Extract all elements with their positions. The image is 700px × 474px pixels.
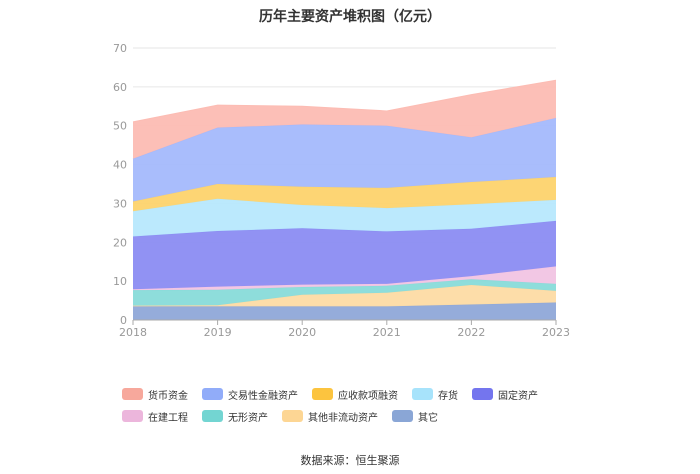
y-tick-label: 10 [113,275,127,288]
legend-swatch [202,410,223,422]
area-series-line [132,79,557,123]
axis-layer: 0 10 20 30 40 50 60 70 2018 2019 2020 2021 2022 2023 [113,42,570,339]
legend-item[interactable]: 无形资产 [202,410,268,424]
area-series [133,198,556,237]
legend-item[interactable]: 交易性金融资产 [202,388,298,402]
legend-label: 应收款项融资 [338,390,398,402]
legend-label: 交易性金融资产 [228,390,298,402]
x-tick-label: 2022 [457,326,485,339]
legend-item[interactable]: 其他非流动资产 [282,410,378,424]
x-tick-label: 2019 [204,326,232,339]
legend-label: 无形资产 [228,412,268,424]
legend-label: 其它 [418,412,438,424]
x-tick-label: 2018 [119,326,147,339]
y-tick-label: 70 [113,42,127,55]
y-tick-label: 20 [113,236,127,249]
area-series [133,266,556,291]
area-series [133,285,556,307]
legend-swatch [392,410,413,422]
area-series [133,220,556,290]
legend-item[interactable]: 固定资产 [472,388,538,402]
legend-item[interactable]: 其它 [392,410,438,424]
y-tick-label: 40 [113,159,127,172]
y-tick-label: 60 [113,81,127,94]
legend-label: 在建工程 [148,412,188,424]
legend-label: 其他非流动资产 [308,412,378,424]
x-tick-label: 2021 [373,326,401,339]
legend-label: 存货 [438,390,458,402]
x-tick-label: 2023 [542,326,570,339]
chart-title: 历年主要资产堆积图（亿元） [259,9,441,25]
legend: 货币资金 交易性金融资产 应收款项融资 存货 固定资产在建工程 无形资产 其他非流动资产 其它 [122,388,602,424]
legend-swatch [312,388,333,400]
source-note: 数据来源：恒生聚源 [300,454,400,467]
area-series [133,117,556,202]
legend-label: 货币资金 [148,390,188,402]
legend-item[interactable]: 在建工程 [122,410,188,424]
legend-item[interactable]: 应收款项融资 [312,388,398,402]
legend-swatch [472,388,493,400]
area-layer [132,79,557,320]
area-series [133,80,556,159]
x-tick-label: 2020 [288,326,316,339]
y-tick-label: 50 [113,120,127,133]
legend-swatch [202,388,223,400]
legend-swatch [122,410,143,422]
legend-label: 固定资产 [498,390,538,402]
y-tick-label: 30 [113,197,127,210]
legend-item[interactable]: 存货 [412,388,458,402]
area-series [133,177,556,212]
y-tick-label: 0 [120,314,127,327]
legend-item[interactable]: 货币资金 [122,388,188,402]
area-series [133,279,556,306]
legend-swatch [412,388,433,400]
legend-swatch [282,410,303,422]
legend-swatch [122,388,143,400]
